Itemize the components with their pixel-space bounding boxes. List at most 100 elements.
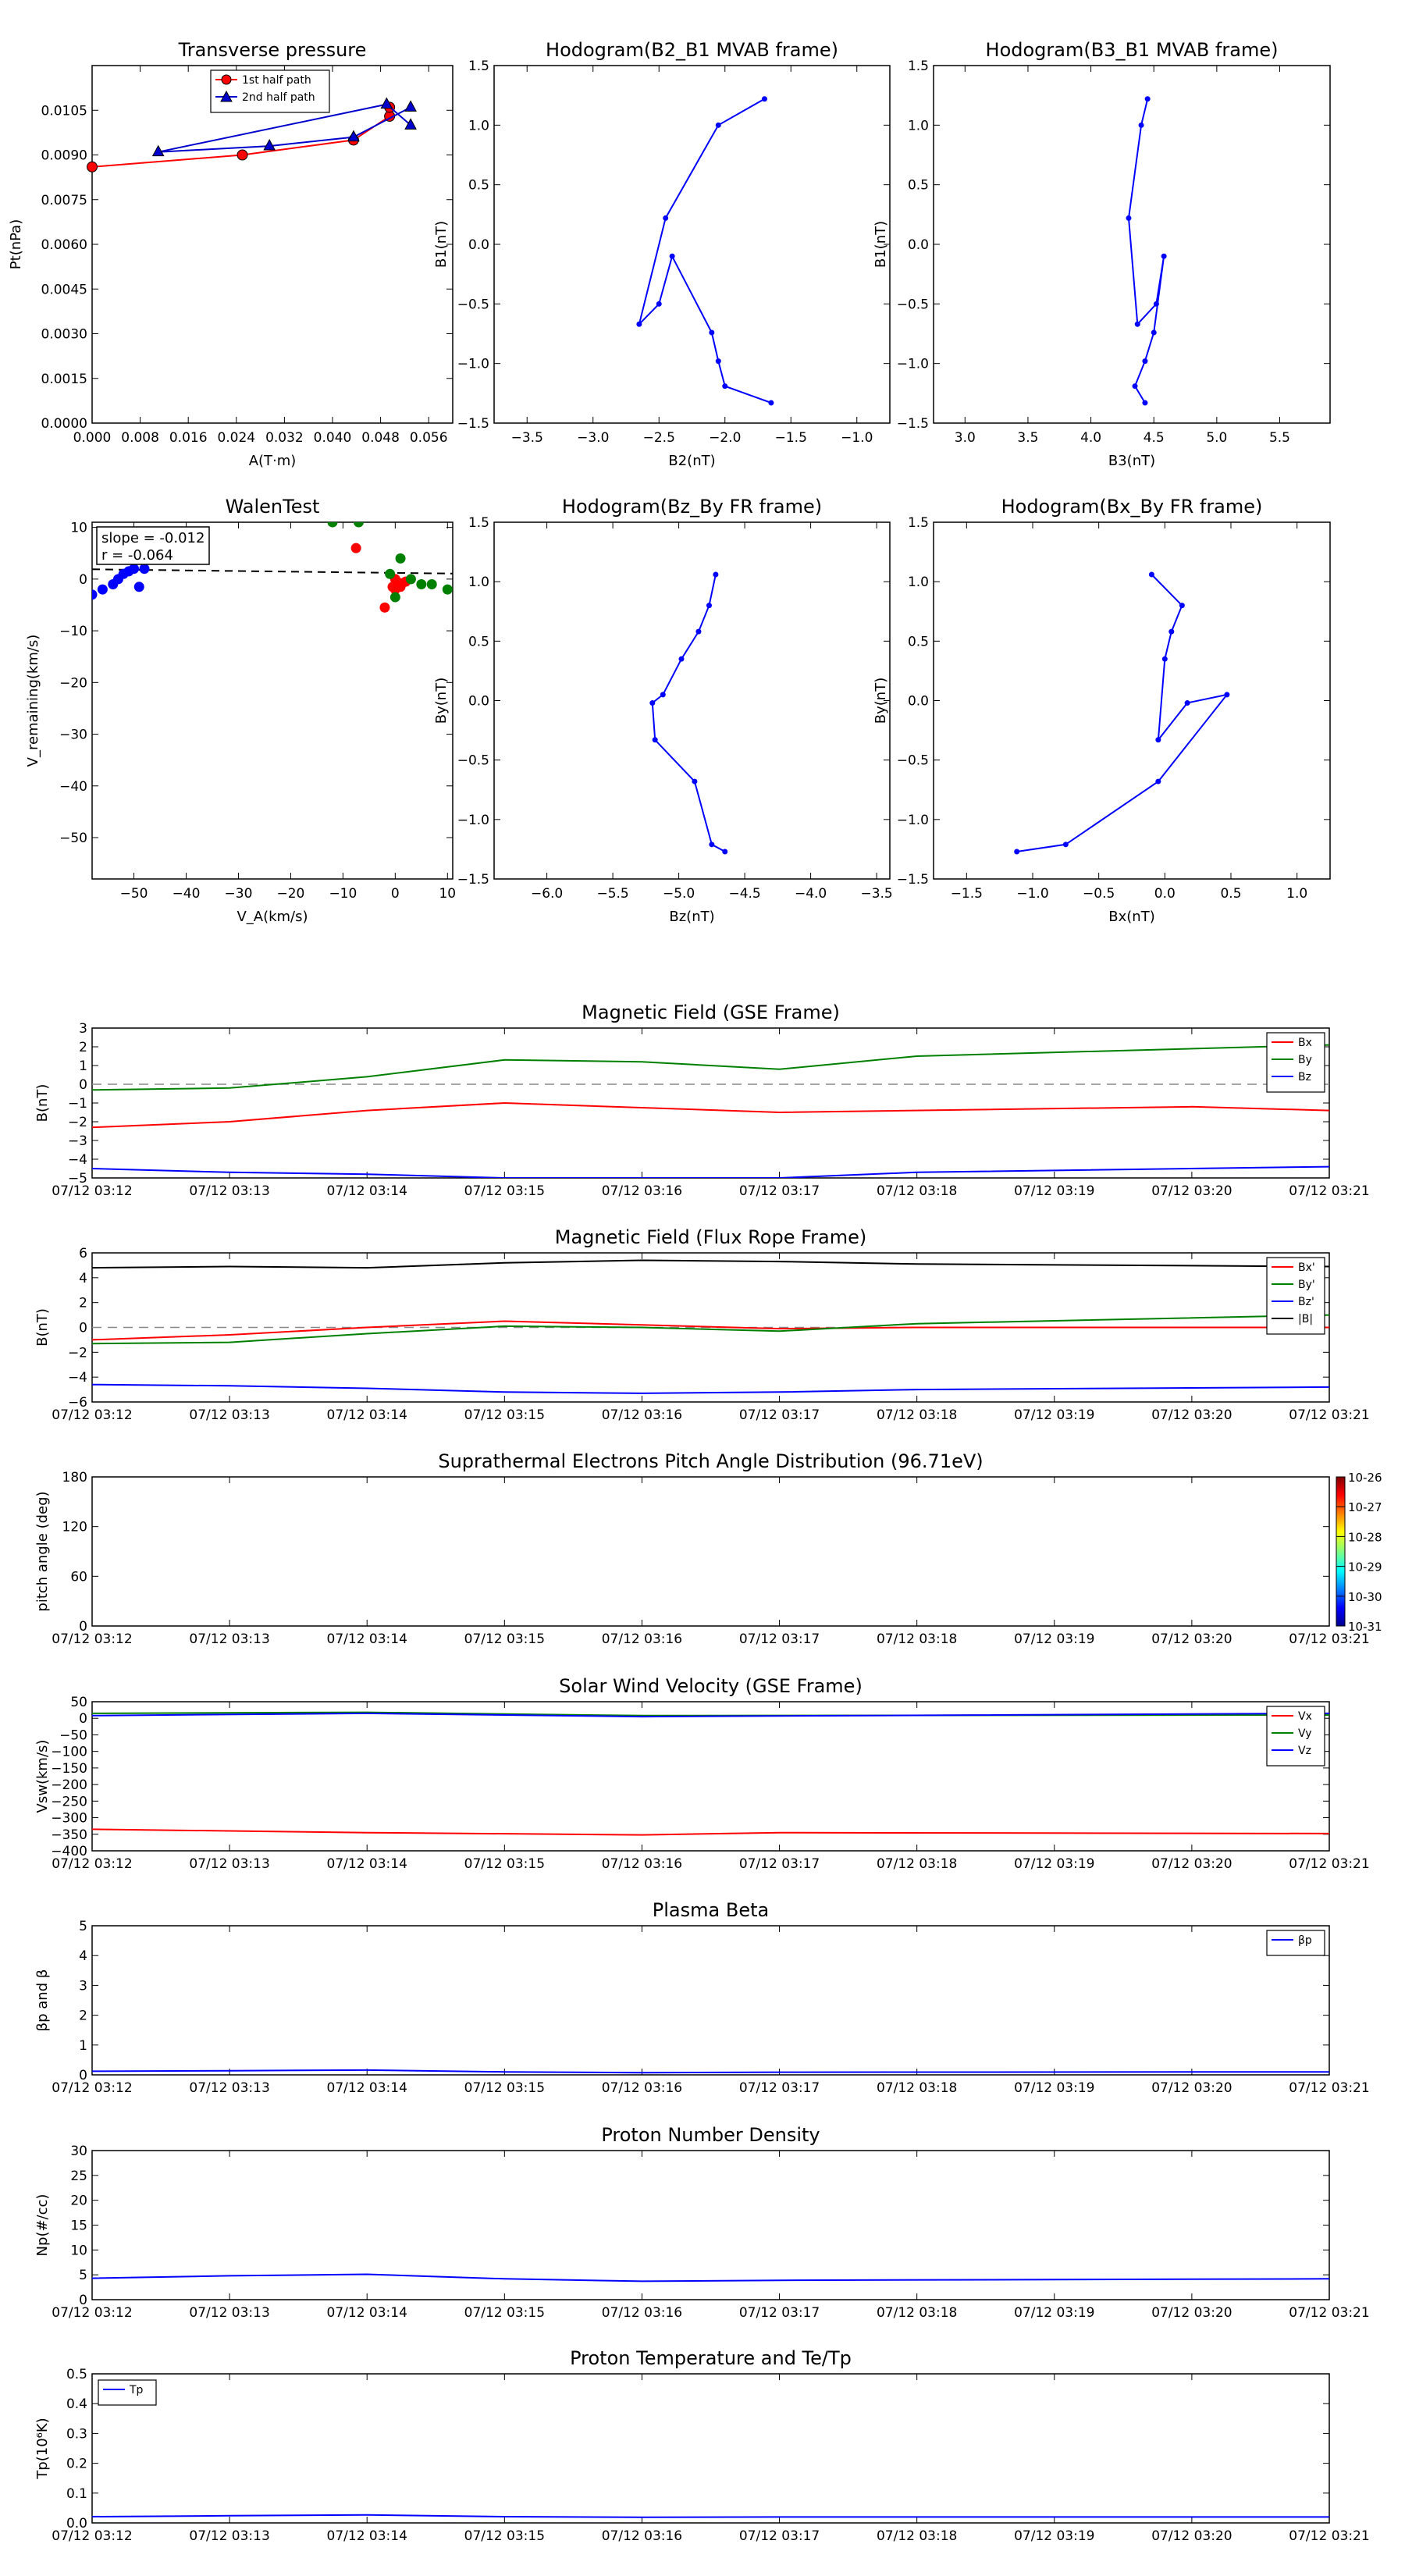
- transverse-xtick-label: 0.032: [265, 430, 304, 446]
- np-title: Proton Number Density: [601, 2124, 820, 2146]
- np-ytick-label: 25: [70, 2169, 87, 2184]
- hodo_b2b1-point: [663, 215, 669, 221]
- hodo_bxby-point: [1155, 778, 1161, 785]
- hodo_b2b1-ytick-label: −0.5: [457, 297, 489, 312]
- np-xtick-label: 07/12 03:14: [327, 2305, 407, 2321]
- tp-legend-label: Tp: [129, 2384, 144, 2396]
- mag_gse-ytick-label: −4: [68, 1152, 87, 1168]
- hodo_b2b1-xtick-label: −1.5: [775, 430, 807, 446]
- beta-xtick-label: 07/12 03:20: [1151, 2080, 1232, 2096]
- mag_gse-series-line: [92, 1101, 1329, 1129]
- transverse-ylabel: Pt(nPa): [8, 219, 24, 269]
- hodo_bxby-title: Hodogram(Bx_By FR frame): [1001, 496, 1263, 518]
- mag_gse-xtick-label: 07/12 03:14: [327, 1183, 407, 1199]
- transverse-legend-marker: [221, 74, 232, 85]
- transverse-legend-label: 2nd half path: [242, 91, 315, 104]
- hodo_b2b1-frame: [493, 65, 891, 424]
- beta-xtick-label: 07/12 03:19: [1014, 2080, 1094, 2096]
- walen-point: [350, 543, 361, 553]
- beta-xtick-label: 07/12 03:12: [52, 2080, 132, 2096]
- mag_gse-title: Magnetic Field (GSE Frame): [582, 1002, 840, 1023]
- mag_fr-xtick-label: 07/12 03:16: [602, 1407, 682, 1423]
- mag_fr-ytick-label: 4: [79, 1271, 87, 1286]
- walen-point: [416, 578, 427, 589]
- hodo_b2b1-title: Hodogram(B2_B1 MVAB frame): [546, 39, 838, 61]
- hodo_b2b1-xtick-label: −2.0: [709, 430, 741, 446]
- hodo_bzby-point: [678, 656, 685, 662]
- mag_fr-ytick-label: −2: [68, 1345, 87, 1361]
- hodo_bxby-xtick-label: −1.0: [1016, 886, 1048, 902]
- hodo_b2b1-ytick-label: 0.0: [468, 237, 489, 253]
- mag_fr-xtick-label: 07/12 03:13: [189, 1407, 269, 1423]
- mag_gse-ytick-label: −5: [68, 1171, 87, 1187]
- hodo_bzby-xtick-label: −3.5: [860, 886, 892, 902]
- transverse-xtick-label: 0.008: [121, 430, 159, 446]
- hodo_b2b1-point: [636, 321, 642, 327]
- hodo_bzby-xtick-label: −4.0: [795, 886, 827, 902]
- mag_gse-xtick-label: 07/12 03:16: [602, 1183, 682, 1199]
- hodo_bzby-xtick-label: −6.0: [531, 886, 563, 902]
- hodo_b2b1-xtick-label: −2.5: [643, 430, 675, 446]
- hodo_b2b1-point: [761, 96, 767, 102]
- np-ytick-label: 30: [70, 2144, 87, 2159]
- hodo_bzby-frame: [493, 521, 891, 880]
- transverse-xlabel: A(T·m): [249, 453, 297, 469]
- hodo_b3b1-frame: [933, 65, 1331, 424]
- mag_gse-plot-group: [92, 1044, 1329, 1178]
- transverse-xtick-label: 0.000: [73, 430, 112, 446]
- hodo_bzby-point: [695, 628, 702, 635]
- hodo_bzby-point: [709, 841, 715, 848]
- hodo_bzby-xlabel: Bz(nT): [669, 909, 714, 925]
- mag_gse-xtick-label: 07/12 03:13: [189, 1183, 269, 1199]
- np-ytick-label: 10: [70, 2243, 87, 2258]
- pad-xtick-label: 07/12 03:21: [1289, 1631, 1369, 1647]
- hodo_b3b1-xlabel: B3(nT): [1108, 453, 1155, 469]
- mag_fr-legend-label: Bx': [1298, 1261, 1315, 1274]
- hodo_bxby-xtick-label: 0.0: [1154, 886, 1176, 902]
- vsw-ylabel: Vsw(km/s): [34, 1740, 51, 1813]
- beta-xtick-label: 07/12 03:18: [877, 2080, 957, 2096]
- tp-xtick-label: 07/12 03:16: [602, 2528, 682, 2544]
- hodo_b3b1-ytick-label: 0.0: [908, 237, 929, 253]
- transverse-title: Transverse pressure: [178, 39, 367, 61]
- hodo_b3b1-point: [1132, 383, 1138, 390]
- mag_fr-xtick-label: 07/12 03:20: [1151, 1407, 1232, 1423]
- mag_fr-ytick-label: −4: [68, 1370, 87, 1386]
- beta-frame: [91, 1925, 1330, 2076]
- vsw-ytick-label: −300: [51, 1811, 87, 1827]
- vsw-title: Solar Wind Velocity (GSE Frame): [559, 1675, 863, 1697]
- hodo_bxby-ytick-label: −0.5: [897, 753, 929, 769]
- vsw-xtick-label: 07/12 03:16: [602, 1856, 682, 1872]
- walen-ytick-label: −20: [59, 675, 87, 691]
- beta-xtick-label: 07/12 03:15: [464, 2080, 545, 2096]
- tp-xtick-label: 07/12 03:12: [52, 2528, 132, 2544]
- mag_fr-ytick-label: 0: [79, 1321, 87, 1336]
- hodo_b2b1-point: [656, 301, 662, 307]
- walen-point: [395, 553, 406, 564]
- hodo_b3b1-point: [1144, 96, 1151, 102]
- hodo_b3b1-ytick-label: −1.0: [897, 357, 929, 372]
- hodo_b3b1-ytick-label: −1.5: [897, 416, 929, 432]
- transverse-point: [347, 130, 360, 142]
- walen-xtick-label: −50: [120, 886, 148, 902]
- transverse-ytick-label: 0.0075: [41, 193, 87, 208]
- hodo_b3b1-ytick-label: −0.5: [897, 297, 929, 312]
- hodo_bxby-point: [1224, 692, 1230, 698]
- hodo_b2b1-series-line: [638, 98, 772, 404]
- mag_gse-ylabel: B(nT): [34, 1084, 51, 1123]
- transverse-xtick-label: 0.056: [410, 430, 448, 446]
- walen-xtick-label: −20: [276, 886, 304, 902]
- vsw-ytick-label: −350: [51, 1827, 87, 1843]
- np-xtick-label: 07/12 03:19: [1014, 2305, 1094, 2321]
- walen-title: WalenTest: [226, 496, 320, 518]
- beta-series-line: [92, 2069, 1329, 2074]
- pad-ytick-label: 60: [70, 1569, 87, 1585]
- walen-ytick-label: 0: [79, 572, 87, 588]
- np-ytick-label: 5: [79, 2268, 87, 2283]
- hodo_b3b1-xtick-label: 4.0: [1080, 430, 1101, 446]
- hodo_bzby-ytick-label: −1.0: [457, 813, 489, 828]
- mag_fr-plot-group: [92, 1259, 1329, 1394]
- hodo_bxby-ytick-label: 0.5: [908, 634, 929, 649]
- mag_gse-xtick-label: 07/12 03:20: [1151, 1183, 1232, 1199]
- hodo_bxby-point: [1184, 700, 1190, 706]
